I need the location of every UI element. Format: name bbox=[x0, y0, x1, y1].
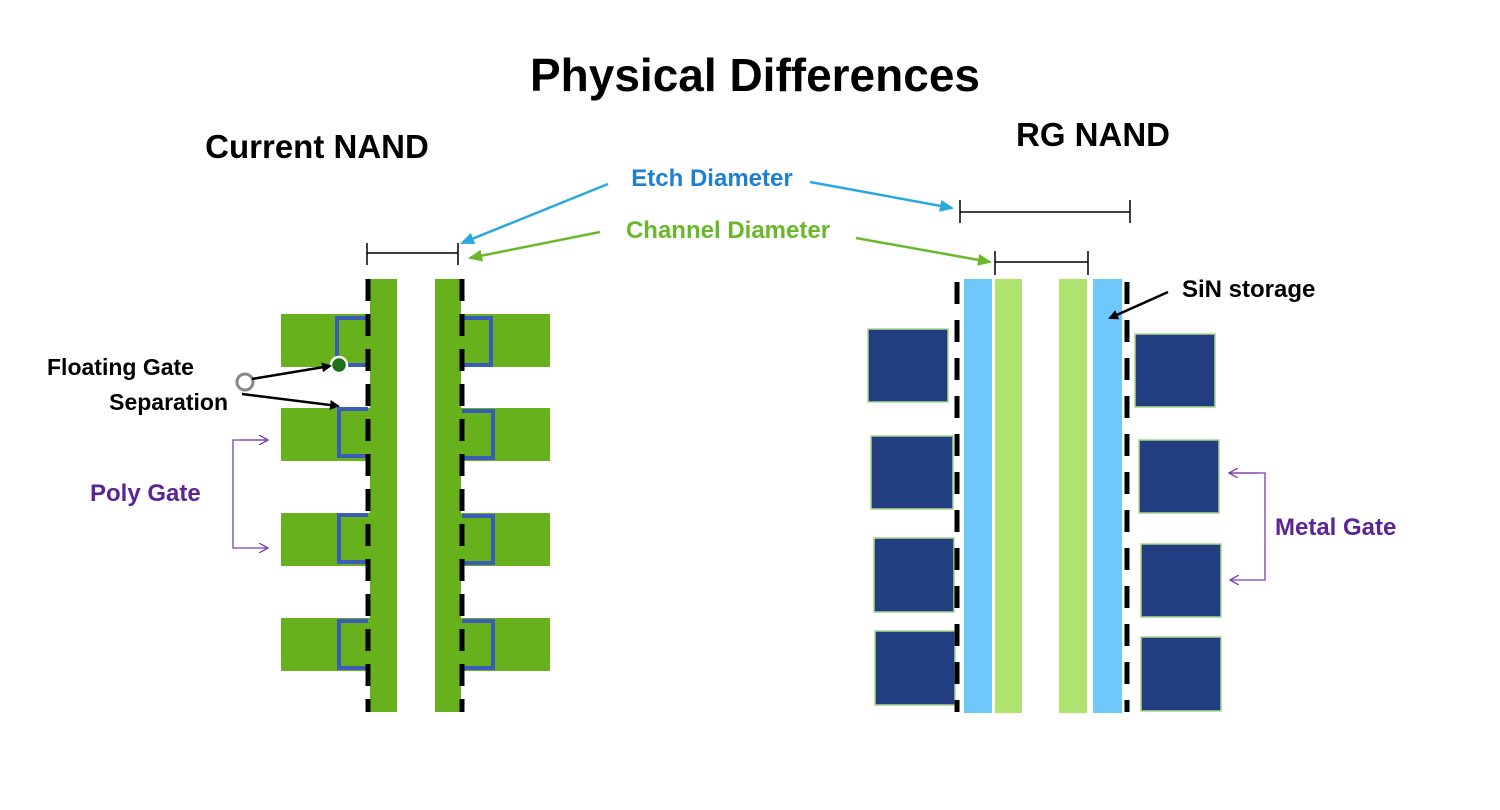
poly-gate bbox=[281, 618, 370, 671]
metal-gate-brace bbox=[1230, 472, 1266, 580]
separation-marker-icon bbox=[235, 372, 255, 392]
poly-gate bbox=[460, 408, 550, 461]
current-nand-heading: Current NAND bbox=[205, 128, 429, 165]
metal-gate bbox=[1138, 439, 1220, 514]
floating-gate bbox=[462, 409, 495, 460]
poly-gate-brace bbox=[232, 439, 268, 548]
channel-arrow-right bbox=[855, 236, 992, 266]
floating-gate bbox=[462, 619, 495, 670]
right-channel-dimension bbox=[994, 251, 1089, 275]
floating-gate bbox=[335, 316, 368, 367]
metal-gate bbox=[1134, 333, 1216, 408]
metal-gate bbox=[870, 435, 954, 510]
poly-gate bbox=[460, 513, 550, 566]
rg-nand-heading: RG NAND bbox=[1016, 116, 1170, 153]
metal-gate-label: Metal Gate bbox=[1275, 514, 1396, 541]
metal-gate bbox=[874, 630, 956, 706]
page-title: Physical Differences bbox=[530, 49, 980, 101]
channel-arrow-left bbox=[468, 230, 601, 262]
metal-gate bbox=[873, 537, 955, 613]
rg-nand-structure bbox=[867, 279, 1222, 713]
floating-gate bbox=[337, 407, 368, 458]
channel-layer bbox=[995, 279, 1022, 713]
poly-gate bbox=[281, 408, 370, 461]
poly-gate bbox=[281, 513, 370, 566]
left-diameter-dimension bbox=[366, 243, 459, 265]
metal-gate bbox=[1140, 636, 1222, 712]
separation-arrow bbox=[251, 362, 332, 381]
etch-arrow-left bbox=[460, 182, 609, 245]
separation-arrow bbox=[241, 392, 340, 410]
floating-gate bbox=[462, 514, 495, 565]
etch-diameter-label: Etch Diameter bbox=[631, 165, 792, 192]
floating-gate bbox=[337, 619, 368, 670]
separation-label: Separation bbox=[109, 389, 228, 415]
etch-arrow-right bbox=[809, 180, 954, 212]
channel-bar bbox=[370, 279, 397, 712]
sin-storage-layer bbox=[1093, 279, 1122, 713]
floating-gate-label: Floating Gate bbox=[47, 354, 194, 380]
sin-storage-label: SiN storage bbox=[1182, 276, 1315, 303]
sin-storage-arrow bbox=[1108, 290, 1169, 320]
floating-gate bbox=[462, 316, 493, 367]
channel-diameter-label: Channel Diameter bbox=[626, 217, 830, 244]
current-nand-structure bbox=[281, 279, 550, 712]
poly-gate-label: Poly Gate bbox=[90, 480, 201, 507]
channel-bar bbox=[435, 279, 461, 712]
poly-gate bbox=[460, 314, 550, 367]
floating-gate bbox=[337, 513, 368, 564]
poly-gate bbox=[281, 314, 370, 367]
poly-gate bbox=[460, 618, 550, 671]
sin-storage-layer bbox=[964, 279, 992, 713]
channel-layer bbox=[1059, 279, 1087, 713]
metal-gate bbox=[867, 328, 949, 403]
floating-gate-dot-icon bbox=[329, 355, 349, 375]
metal-gate bbox=[1140, 543, 1222, 618]
right-etch-dimension bbox=[959, 200, 1131, 223]
